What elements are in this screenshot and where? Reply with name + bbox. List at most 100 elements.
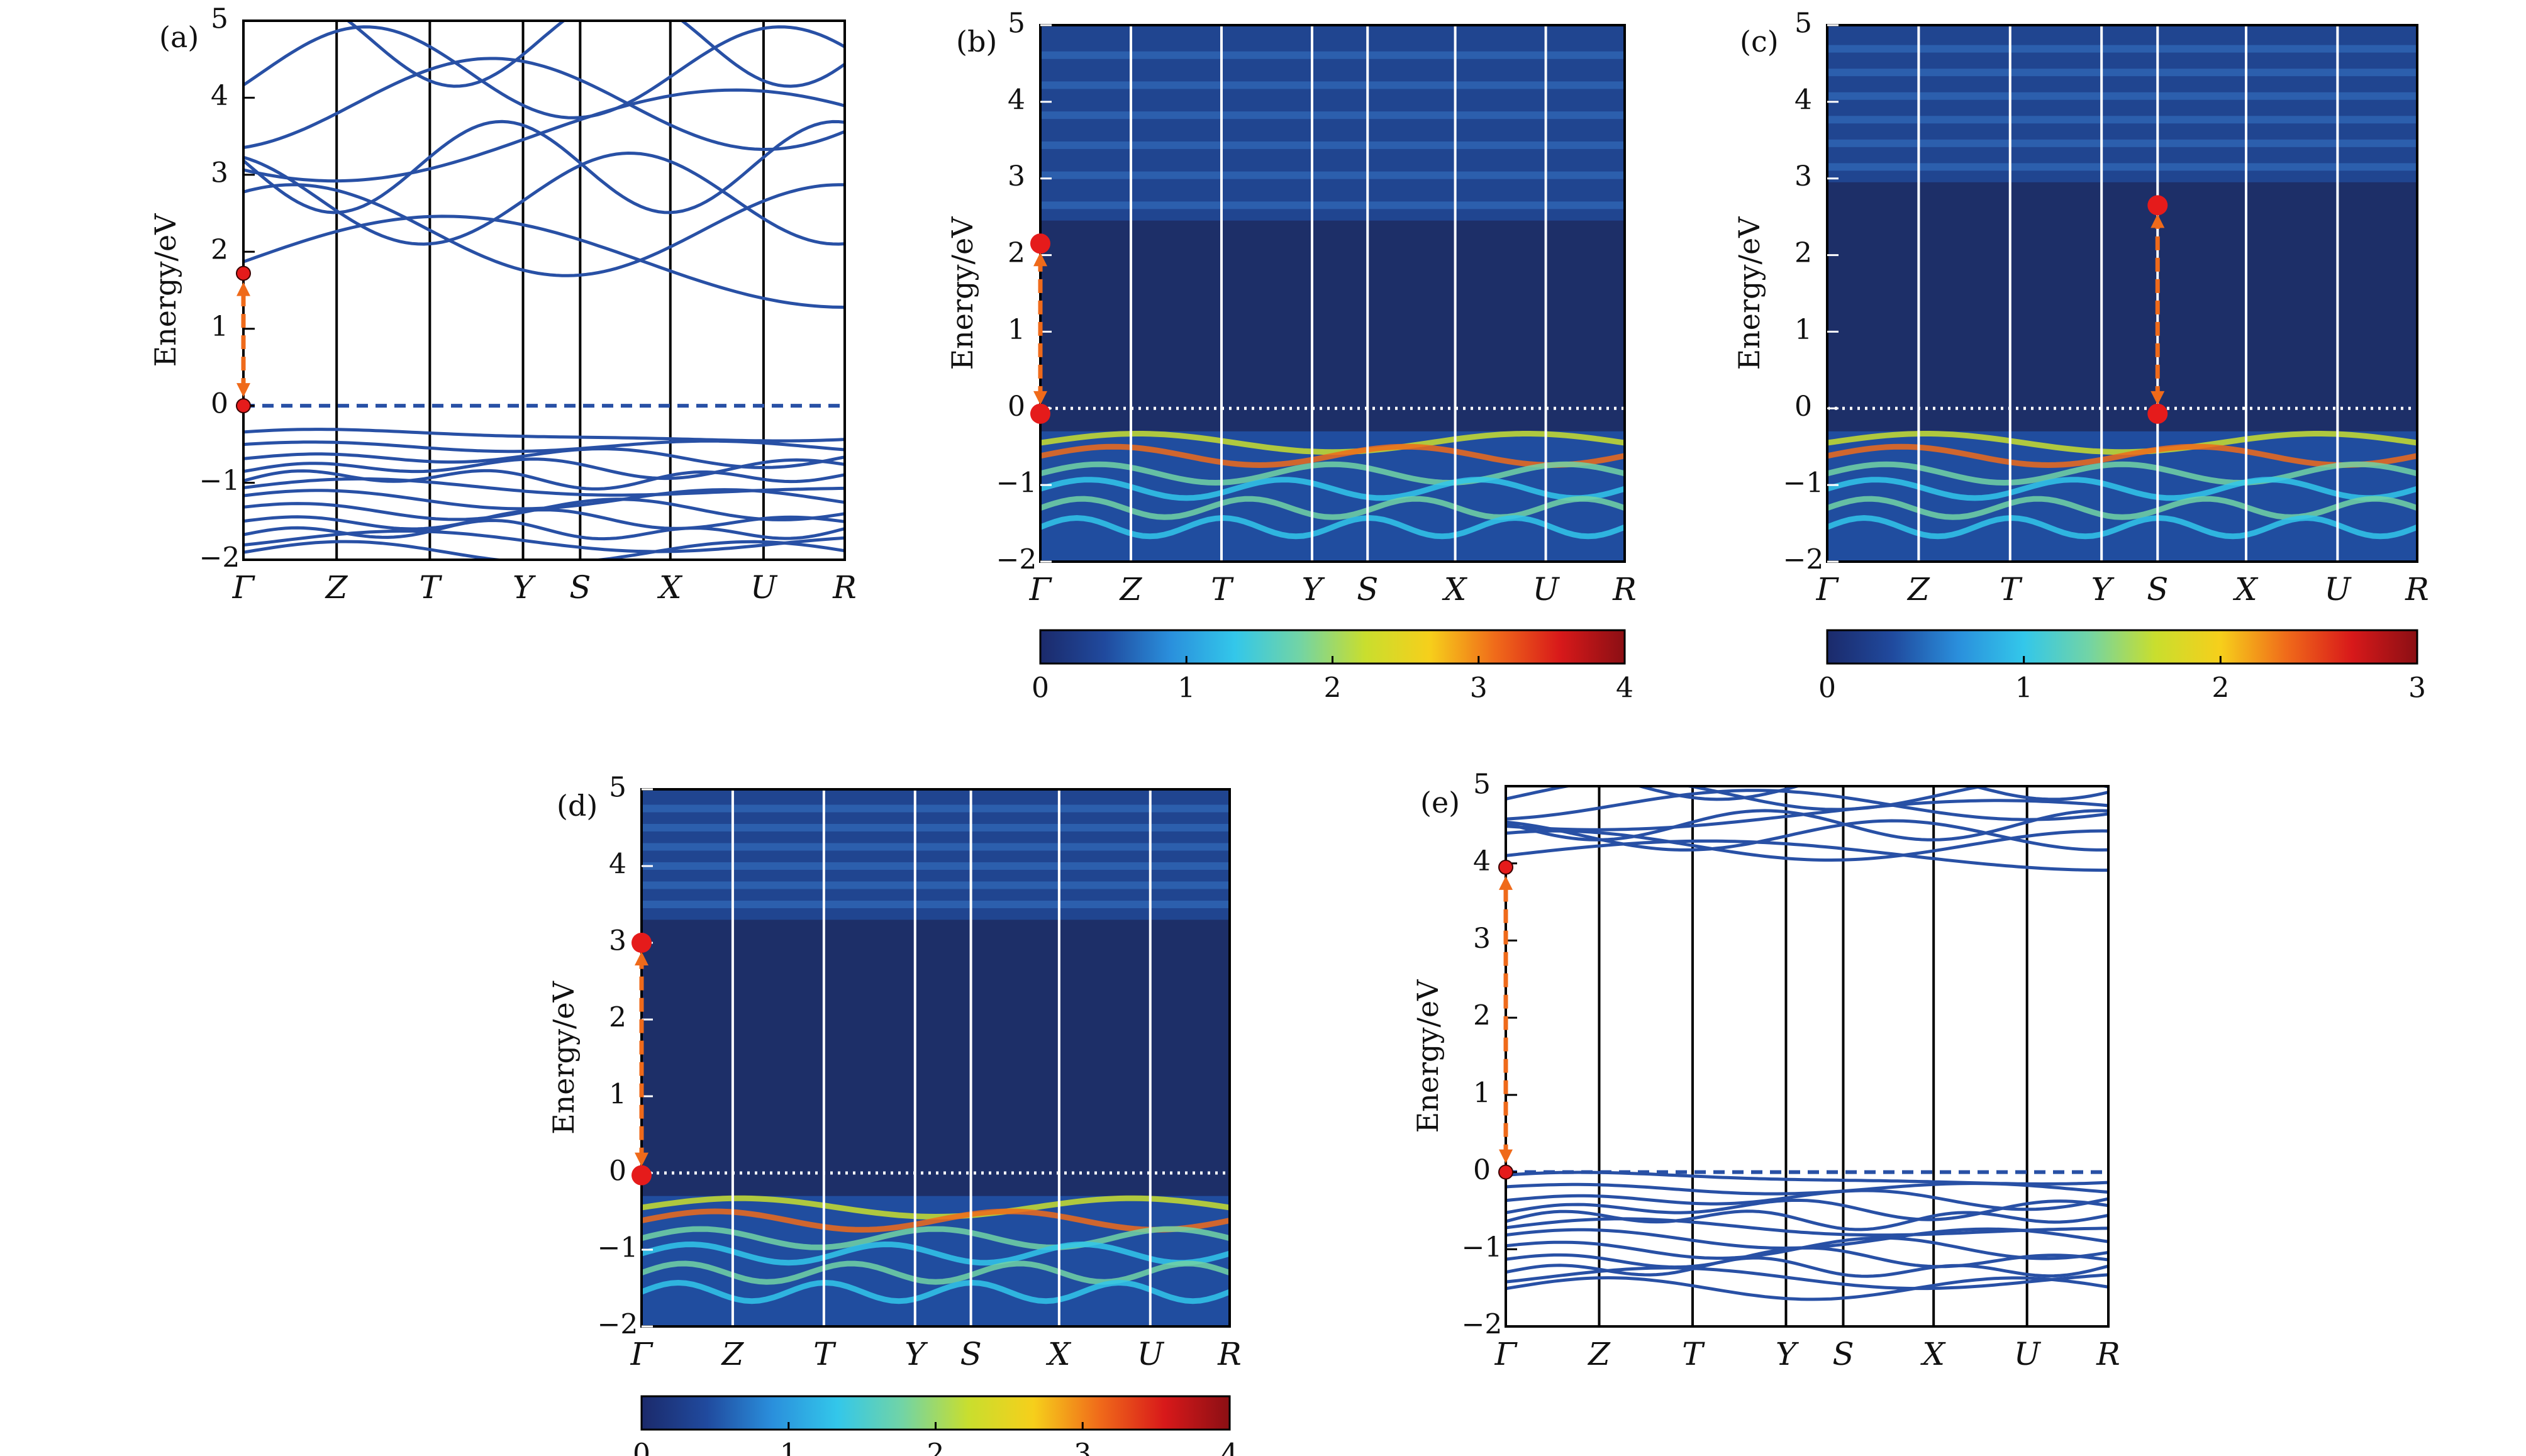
x-tick-label: S <box>2147 571 2168 608</box>
x-tick-label: Γ <box>1029 571 1053 608</box>
arrow-head-up <box>2150 214 2165 228</box>
x-tick-label: T <box>420 569 443 606</box>
x-tick-label: T <box>2000 571 2023 608</box>
valence-band <box>1506 1182 2108 1196</box>
valence-band-weight <box>642 1195 1230 1220</box>
vbm-marker <box>1030 403 1050 424</box>
conduction-band-feature <box>1827 45 2417 53</box>
valence-band <box>243 497 845 521</box>
valence-band-weight <box>1040 496 1625 520</box>
arrow-head-up <box>236 282 250 296</box>
colorbar-tick-label: 0 <box>1032 672 1049 704</box>
y-tick-label: 5 <box>211 3 228 35</box>
valence-band <box>243 439 845 453</box>
x-tick-label: U <box>750 569 778 606</box>
x-tick-label: Z <box>1119 571 1143 608</box>
x-tick-label: Γ <box>1816 571 1840 608</box>
colorbar-tick-label: 2 <box>927 1438 945 1456</box>
conduction-band <box>1634 786 2108 801</box>
y-tick-label: 4 <box>609 848 626 881</box>
plot-frame <box>1826 24 2418 563</box>
arrow-head-down <box>1499 1149 1513 1164</box>
vbm-marker <box>1498 1164 1513 1180</box>
x-tick-label: U <box>2014 1336 2042 1372</box>
y-tick-label: 3 <box>609 925 626 957</box>
conduction-band-feature <box>642 881 1230 889</box>
panel-a: 5 4 3 2 1 0 −1 −2 Energy/eV Γ Z T Y S X U R (a) <box>148 3 857 606</box>
valence-band-weight <box>642 1241 1230 1266</box>
y-tick-label: 1 <box>1473 1077 1491 1109</box>
colorbar: 0 1 2 3 4 <box>1032 629 1633 704</box>
conduction-band <box>243 57 845 152</box>
y-tick-label: 0 <box>1794 391 1812 423</box>
arrow-head-up <box>635 952 648 965</box>
y-tick-label: 5 <box>1794 8 1812 40</box>
y-tick-label: 1 <box>211 311 228 343</box>
conduction-band <box>1506 789 2108 821</box>
y-tick-label: 4 <box>1794 84 1812 116</box>
x-tick-label: Z <box>721 1336 745 1372</box>
conduction-band-feature <box>1827 163 2417 171</box>
valence-band-weight <box>1040 461 1625 486</box>
conduction-band-feature <box>1040 51 1625 59</box>
vbm-marker <box>236 398 251 414</box>
x-tick-label: T <box>813 1336 837 1372</box>
conduction-band-feature <box>642 901 1230 908</box>
y-axis-label: Energy/eV <box>945 216 979 370</box>
y-tick-label: 4 <box>1008 84 1025 116</box>
valence-band-weight <box>642 1208 1230 1233</box>
y-tick-label: 1 <box>1008 314 1025 346</box>
colorbar-tick-label: 1 <box>1177 672 1195 704</box>
y-tick-label: −1 <box>199 465 240 497</box>
valence-band <box>1506 1276 2108 1301</box>
valence-band-weight <box>1040 443 1625 469</box>
panel-b: 5 4 3 2 1 0 −1 −2 Energy/eV Γ Z T Y S X U R (b) 0 1 2 3 4 <box>945 8 1637 704</box>
plot-frame <box>1505 785 2110 1328</box>
y-tick-label: −2 <box>199 542 240 574</box>
cbm-marker <box>236 265 251 281</box>
conduction-band-feature <box>642 824 1230 831</box>
colorbar-tick-label: 4 <box>1221 1438 1238 1456</box>
valence-band-weight <box>1827 514 2417 540</box>
panel-label: (d) <box>557 789 598 823</box>
colorbar-tick-label: 3 <box>1470 672 1488 704</box>
conduction-band <box>1506 786 2108 811</box>
valence-band-weight <box>1827 477 2417 501</box>
valence-band <box>243 457 845 481</box>
panel-e: 5 4 3 2 1 0 −1 −2 Energy/eV Γ Z T Y S X U R (e) <box>1411 769 2120 1373</box>
conduction-band-feature <box>1827 92 2417 100</box>
vbm-marker <box>2147 403 2168 424</box>
conduction-band-feature <box>642 843 1230 851</box>
colorbar-tick-label: 0 <box>1818 672 1836 704</box>
cbm-marker <box>1498 859 1513 875</box>
x-tick-label: Γ <box>1494 1336 1518 1372</box>
x-tick-label: R <box>2096 1336 2120 1372</box>
colorbar-tick-label: 4 <box>1616 672 1633 704</box>
valence-band <box>1506 1198 2108 1221</box>
colorbar: 0 1 2 3 4 <box>633 1395 1238 1456</box>
y-tick-label: 3 <box>1473 923 1491 955</box>
conduction-band <box>243 214 845 309</box>
valence-band-weight <box>1827 431 2417 455</box>
colorbar-tick-label: 1 <box>780 1438 798 1456</box>
colorbar-tick-label: 2 <box>1324 672 1342 704</box>
x-tick-label: U <box>1137 1336 1165 1372</box>
x-tick-label: S <box>569 569 591 606</box>
y-tick-label: 4 <box>1473 845 1491 877</box>
arrow-head-down <box>236 383 250 397</box>
y-tick-label: 2 <box>609 1002 626 1034</box>
panel-d: 5 4 3 2 1 0 −1 −2 Energy/eV Γ Z T Y S X U R (d) 0 1 2 3 4 <box>547 772 1242 1456</box>
valence-band <box>1506 1209 2108 1231</box>
x-tick-label: Z <box>1906 571 1930 608</box>
x-tick-label: U <box>2324 571 2352 608</box>
y-tick-label: 2 <box>1008 237 1025 269</box>
valence-band-weight <box>642 1260 1230 1285</box>
cbm-marker <box>1030 233 1050 254</box>
y-tick-label: −1 <box>598 1232 638 1264</box>
y-axis-label: Energy/eV <box>148 213 182 367</box>
conduction-band-feature <box>1827 116 2417 124</box>
y-tick-label: 0 <box>211 388 228 420</box>
y-tick-label: 4 <box>211 80 228 112</box>
conduction-weight <box>1040 25 1625 221</box>
